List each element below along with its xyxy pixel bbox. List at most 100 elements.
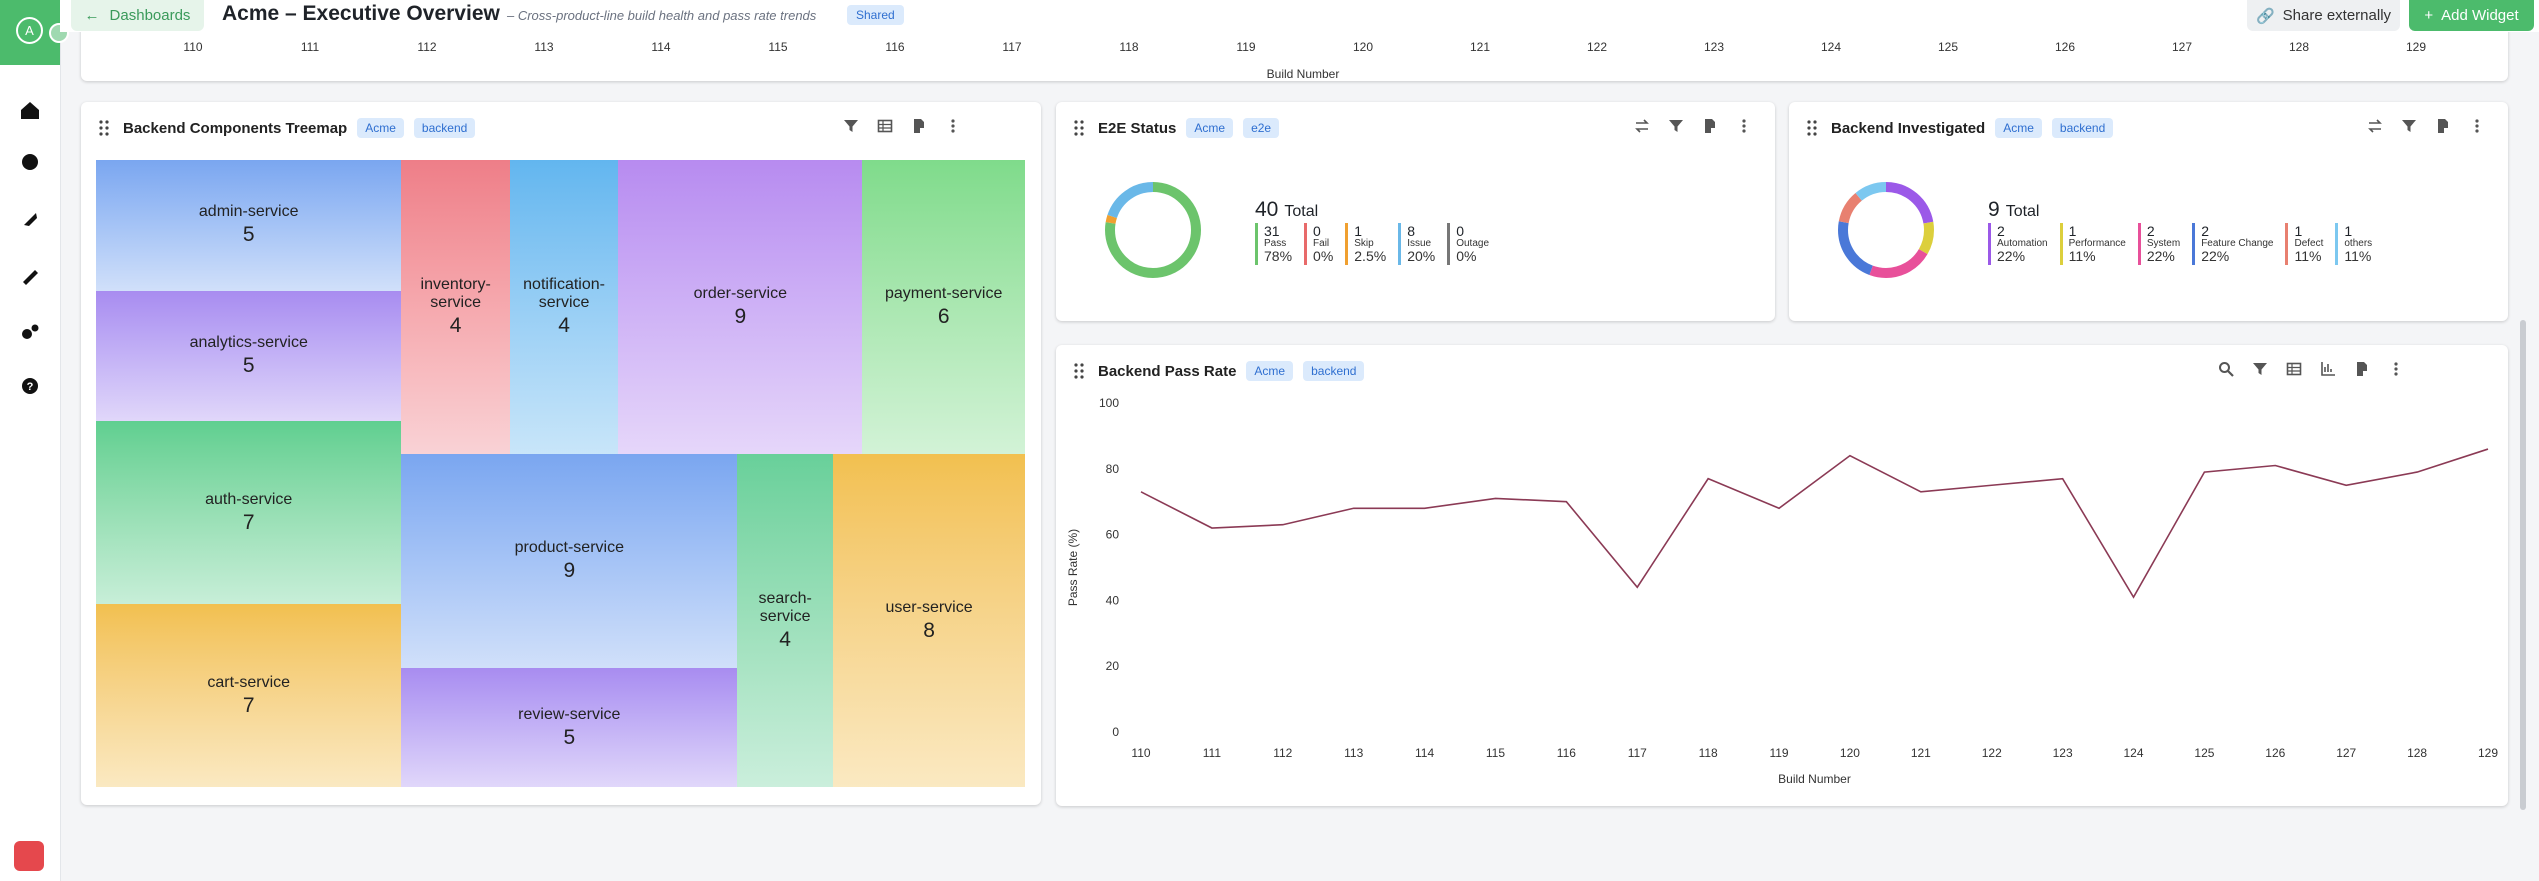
cell-value: 4	[558, 314, 570, 338]
drag-dot	[99, 120, 103, 124]
total-label: Total	[2005, 203, 2040, 220]
export-mark	[2444, 128, 2450, 133]
treemap-cell: admin-service 5	[96, 160, 402, 291]
x-tick-label: 118	[1119, 40, 1138, 54]
legend-percent: 0%	[1313, 248, 1334, 265]
donut-widget: E2E Status Acme e2e 40 Total 31 Pass 78% 0 Fail 0%…	[1056, 102, 1775, 321]
legend-percent: 11%	[2294, 248, 2322, 265]
swap-icon	[1635, 119, 1649, 133]
legend-name: Performance	[2068, 237, 2126, 249]
toolbar-filter[interactable]	[843, 118, 859, 134]
cell-name: search-service	[758, 589, 812, 625]
nav-help[interactable]	[22, 378, 38, 394]
legend-item: 2 Feature Change 22%	[2192, 223, 2273, 265]
x-tick-label: 125	[1938, 40, 1958, 54]
x-tick-label: 113	[1344, 746, 1363, 760]
toolbar-more[interactable]	[1736, 118, 1752, 134]
chart-icon	[2321, 362, 2335, 376]
toolbar-table[interactable]	[877, 118, 893, 134]
cell-name: order-service	[693, 285, 787, 303]
toolbar-export[interactable]	[2354, 361, 2370, 377]
more-dot	[1742, 119, 1746, 123]
legend-name: Defect	[2294, 237, 2324, 249]
nav-dashboard[interactable]	[22, 154, 38, 170]
x-tick-label: 126	[2265, 746, 2285, 760]
legend-percent: 11%	[2344, 248, 2372, 265]
more-dot	[1742, 129, 1746, 133]
cell-name: notification-service	[523, 276, 605, 312]
add-widget-button[interactable]: + Add Widget	[2409, 0, 2534, 31]
line-widget: Backend Pass Rate Acme backend 0 20 40 60 80 100…	[1056, 345, 2508, 806]
toolbar-chart[interactable]	[2320, 361, 2336, 377]
line-chart: 0 20 40 60 80 100 110 111 112 113 114 115 116 117 118 1…	[1066, 396, 2498, 786]
toolbar-swap[interactable]	[1634, 118, 1650, 134]
toolbar-export[interactable]	[1702, 118, 1718, 134]
x-tick-label: 129	[2478, 746, 2498, 760]
legend-item: 1 others 11%	[2335, 223, 2372, 265]
table-lines	[2287, 363, 2301, 375]
legend-name: Issue	[1407, 237, 1432, 249]
toolbar-export[interactable]	[911, 118, 927, 134]
plus-icon: +	[2424, 7, 2434, 24]
cell-value: 9	[734, 305, 747, 329]
legend-count: 2	[2201, 223, 2209, 240]
cell-name: analytics-service	[189, 333, 308, 351]
toolbar-filter[interactable]	[2252, 361, 2268, 377]
nav-launch[interactable]	[24, 213, 37, 226]
donut-segment	[1838, 182, 1934, 278]
donut-legend: 31 Pass 78% 0 Fail 0% 1 Skip 2.5% 8 Issue 20% 0 Outag…	[1255, 223, 1489, 265]
toolbar-zoom[interactable]	[2218, 361, 2234, 377]
toolbar-filter[interactable]	[1668, 118, 1684, 134]
legend-percent: 78%	[1264, 248, 1293, 265]
cell-value: 7	[242, 693, 255, 717]
legend-name: Fail	[1313, 237, 1330, 249]
widget-tag: backend	[413, 118, 476, 138]
avatar[interactable]: A	[16, 17, 43, 44]
logout[interactable]	[14, 841, 44, 871]
legend-percent: 0%	[1456, 248, 1477, 265]
total-value: 40	[1255, 198, 1279, 221]
table-icon	[2286, 362, 2302, 376]
x-tick-label: 120	[1353, 40, 1373, 54]
x-tick-label: 112	[417, 40, 436, 54]
nav-settings[interactable]	[22, 329, 32, 339]
toolbar-table[interactable]	[2286, 361, 2302, 377]
widget-tag: Acme	[1995, 118, 2042, 138]
x-tick-label: 114	[1415, 746, 1434, 760]
toolbar-swap[interactable]	[2367, 118, 2383, 134]
nav-home[interactable]	[21, 102, 39, 119]
drag-handle	[1807, 120, 1817, 136]
nav-tools[interactable]	[23, 270, 38, 285]
zoom-handle	[2227, 370, 2234, 377]
header	[60, 0, 2539, 32]
legend-name: Pass	[1264, 237, 1287, 249]
more-dot	[2394, 367, 2398, 371]
back-button[interactable]: ← Dashboards	[71, 0, 204, 31]
cell-name: review-service	[518, 705, 621, 723]
legend-count: 2	[1997, 223, 2005, 240]
drag-dot	[1080, 369, 1084, 373]
legend-item: 2 System 22%	[2137, 223, 2180, 265]
y-axis-title: Pass Rate (%)	[1066, 529, 1080, 606]
legend-count: 1	[2344, 223, 2353, 240]
more-dot	[2394, 362, 2398, 366]
share-button[interactable]: 🔗 Share externally	[2247, 0, 2400, 31]
treemap-cell: inventory-service 4	[401, 160, 510, 455]
widget-header: Backend Investigated Acme backend	[1789, 116, 2114, 140]
more-dot	[2475, 119, 2479, 123]
drag-dot	[1080, 126, 1084, 130]
widget-header: Backend Pass Rate Acme backend	[1056, 359, 1365, 383]
toolbar-filter[interactable]	[2401, 118, 2417, 134]
drag-dot	[1813, 132, 1817, 136]
toolbar-more[interactable]	[2388, 361, 2404, 377]
toolbar-export[interactable]	[2435, 118, 2451, 134]
cell-name: user-service	[885, 598, 973, 616]
drag-dot	[1813, 126, 1817, 130]
cell-value: 5	[242, 223, 255, 247]
scrollbar[interactable]	[2520, 320, 2526, 810]
drag-handle	[99, 120, 109, 136]
toolbar-more[interactable]	[2469, 118, 2485, 134]
back-label: Dashboards	[109, 7, 191, 24]
export-mark	[1711, 128, 1717, 133]
toolbar-more[interactable]	[945, 118, 961, 134]
